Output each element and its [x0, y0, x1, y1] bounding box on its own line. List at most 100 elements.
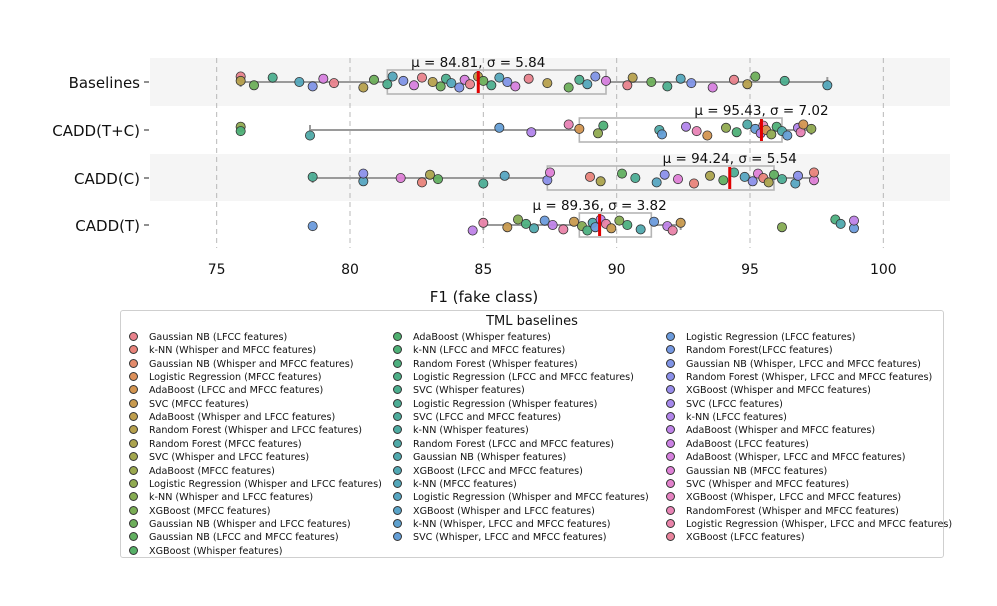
x-axis-label: F1 (fake class)	[430, 288, 539, 306]
data-point	[729, 74, 740, 85]
legend-label: Gaussian NB (Whisper and MFCC features)	[149, 358, 354, 370]
legend-label: Random Forest (LFCC and MFCC features)	[413, 438, 615, 450]
data-point	[849, 215, 860, 226]
legend-label: AdaBoost (MFCC features)	[149, 465, 275, 477]
legend-label: SVC (LFCC features)	[686, 398, 783, 410]
data-point	[649, 216, 660, 227]
legend-marker	[129, 478, 138, 488]
legend-label: Random Forest (MFCC features)	[149, 438, 302, 450]
legend-marker	[666, 345, 675, 355]
y-tick-label: CADD(T+C)	[52, 122, 140, 140]
legend-marker	[666, 518, 675, 528]
data-point	[432, 174, 443, 185]
data-point	[318, 73, 329, 84]
data-point	[539, 215, 550, 226]
x-tick-label: 75	[208, 262, 226, 278]
stat-annotation: μ = 89.36, σ = 3.82	[532, 198, 666, 214]
legend-marker	[666, 492, 675, 502]
legend-marker	[393, 385, 402, 395]
data-point	[622, 219, 633, 230]
data-point	[585, 171, 596, 182]
legend-marker	[666, 465, 675, 475]
legend-marker	[666, 505, 675, 515]
legend-marker	[666, 478, 675, 488]
legend-label: AdaBoost (Whisper, LFCC and MFCC feature…	[686, 452, 906, 464]
data-point	[614, 215, 625, 226]
legend-label: RandomForest (Whisper and MFCC features)	[686, 505, 899, 517]
data-point	[763, 177, 774, 188]
data-point	[267, 72, 278, 83]
data-point	[358, 168, 369, 179]
data-point	[782, 130, 793, 141]
data-point	[424, 169, 435, 180]
legend-label: k-NN (Whisper and MFCC features)	[149, 345, 317, 357]
data-point	[248, 80, 259, 91]
legend-marker	[129, 492, 138, 502]
legend-marker	[129, 465, 138, 475]
data-point	[750, 71, 761, 82]
legend-marker	[393, 465, 402, 475]
legend-label: Gaussian NB (LFCC and MFCC features)	[149, 532, 339, 544]
data-point	[598, 120, 609, 131]
legend-label: AdaBoost (Whisper and MFCC features)	[686, 425, 876, 437]
data-point	[766, 129, 777, 140]
legend-label: SVC (LFCC and MFCC features)	[413, 412, 562, 424]
legend-label: k-NN (MFCC features)	[413, 478, 517, 490]
legend-label: Gaussian NB (Whisper features)	[413, 452, 567, 464]
data-point	[659, 169, 670, 180]
legend-marker	[393, 412, 402, 422]
x-tick-label: 90	[608, 262, 626, 278]
legend-marker	[393, 372, 402, 382]
legend-label: Logistic Regression (MFCC features)	[149, 372, 322, 384]
legend-label: Logistic Regression (Whisper and MFCC fe…	[413, 492, 649, 504]
legend-marker	[129, 532, 138, 542]
data-point	[721, 122, 732, 133]
legend-label: XGBoost (Whisper and LFCC features)	[413, 505, 595, 517]
data-point	[798, 119, 809, 130]
x-tick-labels: 75 80 85 90 95 100	[208, 262, 897, 278]
legend-marker	[129, 425, 138, 435]
data-point	[622, 80, 633, 91]
data-point	[590, 71, 601, 82]
data-point	[718, 175, 729, 186]
legend-marker	[666, 358, 675, 368]
legend-label: Random Forest(LFCC features)	[686, 345, 833, 357]
data-point	[627, 72, 638, 83]
legend-label: Random Forest (Whisper and LFCC features…	[149, 425, 363, 437]
data-point	[667, 225, 678, 236]
x-tick-label: 95	[741, 262, 759, 278]
data-point	[502, 222, 513, 233]
data-point	[646, 77, 657, 88]
data-point	[822, 80, 833, 91]
legend-marker	[129, 545, 138, 555]
legend-label: k-NN (LFCC and MFCC features)	[413, 345, 566, 357]
data-point	[478, 178, 489, 189]
data-point	[521, 218, 532, 229]
legend-title: TML baselines	[486, 314, 578, 329]
data-point	[630, 172, 641, 183]
legend-label: Random Forest (Whisper features)	[413, 358, 578, 370]
legend-label: AdaBoost (LFCC and MFCC features)	[149, 385, 324, 397]
data-point	[777, 174, 788, 185]
legend-label: k-NN (Whisper and LFCC features)	[149, 492, 314, 504]
legend-label: Logistic Regression (Whisper, LFCC and M…	[686, 518, 953, 530]
data-point	[235, 126, 246, 137]
x-tick-label: 80	[341, 262, 359, 278]
legend-marker	[129, 345, 138, 355]
data-point	[494, 72, 505, 83]
data-point	[779, 75, 790, 86]
data-point	[558, 224, 569, 235]
data-point	[835, 218, 846, 229]
data-point	[606, 223, 617, 234]
data-point	[563, 82, 574, 93]
data-point	[593, 128, 604, 139]
data-point	[542, 78, 553, 89]
y-tick-label: Baselines	[69, 74, 141, 92]
data-point	[673, 174, 684, 185]
legend-marker	[393, 332, 402, 341]
legend-marker	[129, 518, 138, 528]
legend-marker	[129, 412, 138, 422]
data-point	[499, 170, 510, 181]
data-point	[675, 217, 686, 228]
data-point	[408, 80, 419, 91]
